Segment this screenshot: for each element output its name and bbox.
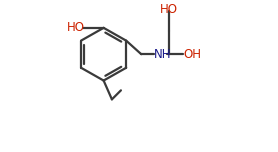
- Text: NH: NH: [154, 48, 171, 61]
- Text: OH: OH: [184, 48, 202, 61]
- Text: HO: HO: [67, 21, 85, 34]
- Text: HO: HO: [160, 3, 177, 16]
